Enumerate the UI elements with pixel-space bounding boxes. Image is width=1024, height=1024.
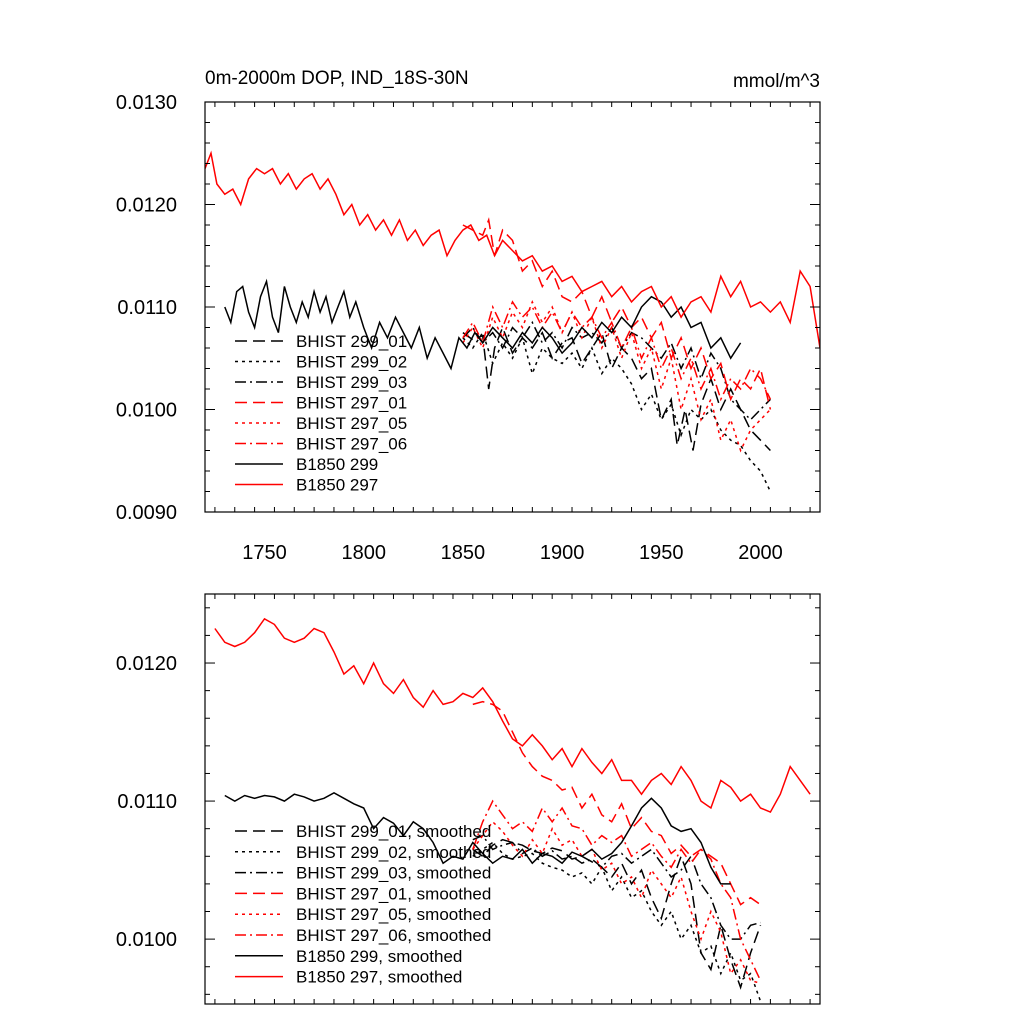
series-line-1 [462,325,771,452]
bottom-chart-panel: 0.0120 0.0110 0.0100 BHIST 299_01, smoothe… [116,593,821,1005]
series-line-2 [462,330,772,492]
y-tick-label: 0.0110 [117,297,177,319]
series-layer [214,617,811,1002]
legend-label: BHIST 299_02, smoothed [296,843,491,862]
tick-layer: 0.0120 0.0110 0.0100 [116,594,820,1004]
series-line-7 [224,791,731,885]
legend-label: BHIST 297_06, smoothed [296,926,491,945]
legend-label: BHIST 297_01, smoothed [296,884,491,903]
series-line-8 [214,617,811,814]
x-tick-label: 1800 [341,542,386,564]
series-line-3 [462,320,771,421]
x-tick-label: 2000 [738,542,783,564]
legend-label: B1850 297, smoothed [296,968,462,987]
y-tick-label: 0.0110 [117,791,177,813]
legend-label: B1850 299 [296,455,378,474]
chart-title: 0m-2000m DOP, IND_18S-30N [205,68,469,89]
series-line-7 [224,278,742,371]
legend-label: B1850 297 [296,476,378,495]
y-tick-label: 0.0100 [116,929,177,951]
x-tick-label: 1750 [242,542,287,564]
legend-label: BHIST 297_05 [296,414,407,433]
legend-label: BHIST 297_01 [296,394,407,413]
x-tick-label: 1850 [441,542,486,564]
y-tick-label: 0.0130 [116,92,177,114]
y-tick-label: 0.0120 [116,195,177,217]
series-line-5 [462,300,771,453]
series-line-8 [205,150,820,349]
x-tick-label: 1900 [540,542,585,564]
series-line-6 [462,300,772,402]
series-line-3 [472,834,761,940]
series-line-4 [472,700,761,906]
legend-label: BHIST 299_02 [296,353,407,372]
units-label: mmol/m^3 [733,71,820,92]
y-tick-label: 0.0090 [116,502,177,524]
legend-label: BHIST 299_01 [296,332,407,351]
legend-label: B1850 299, smoothed [296,947,462,966]
series-line-5 [472,820,761,985]
legend: BHIST 299_01, smoothed BHIST 299_02, smoo… [235,822,491,987]
legend-label: BHIST 299_01, smoothed [296,822,491,841]
x-tick-label: 1950 [639,542,684,564]
series-line-2 [472,841,762,1002]
y-tick-label: 0.0100 [116,400,177,422]
series-layer [205,150,820,492]
legend-label: BHIST 299_03, smoothed [296,864,491,883]
tick-layer: 1750 1800 1850 1900 1950 2000 0.0130 0.0120 0.01… [116,92,820,564]
legend-label: BHIST 299_03 [296,373,407,392]
series-line-6 [472,799,762,981]
legend-label: BHIST 297_05, smoothed [296,905,491,924]
legend-label: BHIST 297_06 [296,435,407,454]
series-line-4 [462,217,772,410]
y-tick-label: 0.0120 [116,653,177,675]
series-line-1 [472,838,762,990]
top-chart-panel: 0m-2000m DOP, IND_18S-30N mmol/m^3 1750 1… [116,68,821,564]
